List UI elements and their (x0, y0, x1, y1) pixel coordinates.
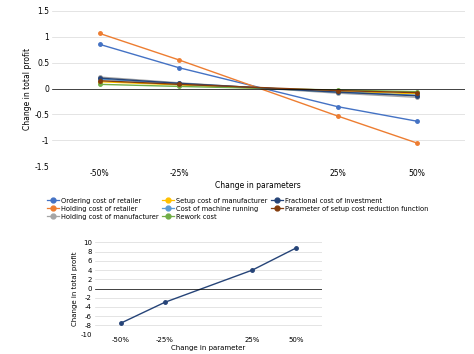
Ordering cost of retailer (176, 65, 182, 70)
Holding cost of manufacturer (335, 91, 340, 95)
Scaling parameter of demand due to advertisement (162, 300, 168, 304)
X-axis label: Change in parameters: Change in parameters (216, 181, 301, 190)
Parameter of setup cost reduction function (414, 91, 420, 95)
Line: Ordering cost of retailer: Ordering cost of retailer (98, 42, 419, 123)
Ordering cost of retailer (335, 104, 340, 109)
Fractional cost of investment (335, 90, 340, 94)
Line: Parameter of setup cost reduction function: Parameter of setup cost reduction functi… (98, 79, 419, 95)
Parameter of setup cost reduction function (335, 88, 340, 93)
Setup cost of manufacturer (414, 92, 420, 96)
Rework cost (414, 90, 420, 94)
Holding cost of retailer (414, 141, 420, 145)
Cost of machine running (97, 77, 102, 81)
Setup cost of manufacturer (97, 80, 102, 84)
Line: Holding cost of manufacturer: Holding cost of manufacturer (98, 75, 419, 99)
Scaling parameter of demand due to advertisement (293, 246, 299, 250)
Y-axis label: Change in total profit: Change in total profit (23, 47, 32, 130)
Holding cost of manufacturer (176, 81, 182, 85)
Parameter of setup cost reduction function (97, 79, 102, 83)
Holding cost of retailer (97, 32, 102, 36)
Fractional cost of investment (97, 76, 102, 80)
Legend: Ordering cost of retailer, Holding cost of retailer, Holding cost of manufacture: Ordering cost of retailer, Holding cost … (47, 198, 428, 220)
Line: Rework cost: Rework cost (98, 82, 419, 93)
Line: Fractional cost of investment: Fractional cost of investment (98, 76, 419, 97)
Rework cost (176, 84, 182, 88)
Fractional cost of investment (414, 94, 420, 98)
Rework cost (335, 88, 340, 92)
Cost of machine running (335, 90, 340, 94)
Parameter of setup cost reduction function (176, 82, 182, 86)
Setup cost of manufacturer (335, 90, 340, 94)
Holding cost of manufacturer (414, 95, 420, 99)
Y-axis label: Change in total profit: Change in total profit (72, 251, 78, 326)
Cost of machine running (414, 93, 420, 97)
Line: Scaling parameter of demand due to advertisement: Scaling parameter of demand due to adver… (119, 246, 298, 325)
Ordering cost of retailer (414, 119, 420, 123)
Scaling parameter of demand due to advertisement (249, 268, 255, 272)
Cost of machine running (176, 82, 182, 86)
Ordering cost of retailer (97, 42, 102, 46)
X-axis label: Change in parameter: Change in parameter (172, 345, 246, 351)
Holding cost of manufacturer (97, 75, 102, 79)
Holding cost of retailer (335, 114, 340, 118)
Line: Holding cost of retailer: Holding cost of retailer (98, 32, 419, 145)
Holding cost of retailer (176, 58, 182, 62)
Line: Setup cost of manufacturer: Setup cost of manufacturer (98, 80, 419, 96)
Fractional cost of investment (176, 81, 182, 85)
Scaling parameter of demand due to advertisement (118, 321, 124, 325)
Rework cost (97, 82, 102, 86)
Line: Cost of machine running: Cost of machine running (98, 78, 419, 97)
Setup cost of manufacturer (176, 83, 182, 87)
